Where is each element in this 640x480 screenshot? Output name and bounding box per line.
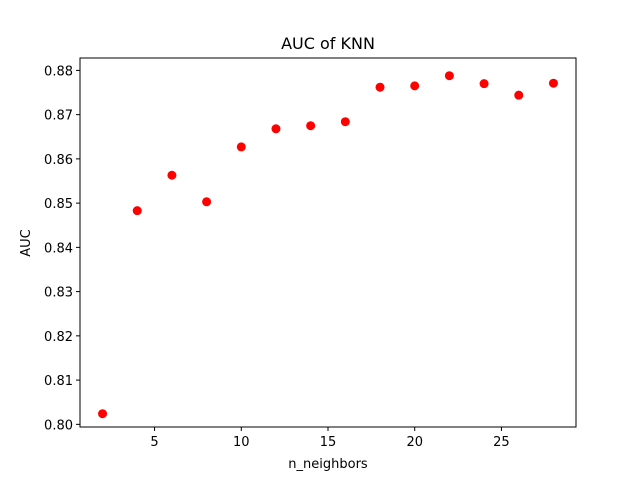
data-point [444,71,454,81]
y-tick-label: 0.80 [44,418,73,433]
y-tick-label: 0.83 [44,286,73,301]
y-tick-label: 0.82 [44,330,73,345]
y-tick-label: 0.84 [44,241,73,256]
data-point [340,117,350,127]
y-axis: 0.80 0.81 0.82 0.83 0.84 0.85 0.86 0.87 0.88 [44,64,80,433]
y-tick-label: 0.88 [44,64,73,79]
data-point [98,409,108,419]
y-tick-label: 0.85 [44,197,73,212]
data-point [236,142,246,152]
data-point [132,206,142,216]
data-point [375,82,385,92]
y-tick-label: 0.86 [44,153,73,168]
x-tick-label: 20 [406,435,423,450]
data-point [306,121,316,131]
y-tick-label: 0.81 [44,374,73,389]
data-point [410,81,420,91]
data-point [514,90,524,100]
axes-frame [79,57,577,428]
x-tick-label: 25 [493,435,510,450]
data-point [202,197,212,207]
data-point [167,170,177,180]
x-tick-label: 5 [150,435,158,450]
x-axis-label: n_neighbors [288,457,368,472]
chart-title: AUC of KNN [281,34,375,53]
x-tick-label: 15 [320,435,337,450]
data-point [271,124,281,134]
data-points [98,71,558,419]
data-point [548,78,558,88]
x-axis: 5 10 15 20 25 [150,427,510,450]
y-axis-label: AUC [19,229,34,257]
data-point [479,79,489,89]
y-tick-label: 0.87 [44,109,73,124]
x-tick-label: 10 [233,435,250,450]
